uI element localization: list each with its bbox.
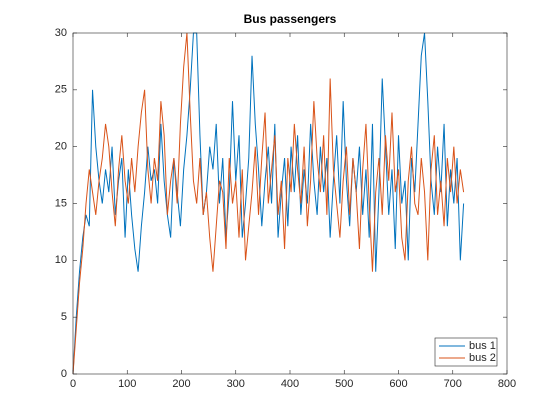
chart-title: Bus passengers xyxy=(244,12,337,26)
x-tick-label: 800 xyxy=(498,378,516,390)
legend-label: bus 2 xyxy=(469,352,496,364)
x-tick-label: 400 xyxy=(281,378,299,390)
plot-area xyxy=(73,33,507,374)
y-tick-label: 30 xyxy=(55,27,67,39)
y-tick-label: 15 xyxy=(55,197,67,209)
y-tick-label: 0 xyxy=(61,368,67,380)
x-tick-label: 600 xyxy=(389,378,407,390)
y-tick-label: 25 xyxy=(55,84,67,96)
y-tick-label: 10 xyxy=(55,254,67,266)
y-tick-label: 20 xyxy=(55,141,67,153)
x-tick-label: 200 xyxy=(172,378,190,390)
x-tick-label: 0 xyxy=(70,378,76,390)
x-tick-label: 300 xyxy=(227,378,245,390)
legend-box xyxy=(434,337,498,367)
x-tick-label: 500 xyxy=(335,378,353,390)
y-tick-label: 5 xyxy=(61,311,67,323)
data-line xyxy=(72,32,465,375)
data-line xyxy=(72,32,465,375)
x-tick-label: 100 xyxy=(118,378,136,390)
legend-label: bus 1 xyxy=(469,340,496,352)
x-tick-label: 700 xyxy=(444,378,462,390)
